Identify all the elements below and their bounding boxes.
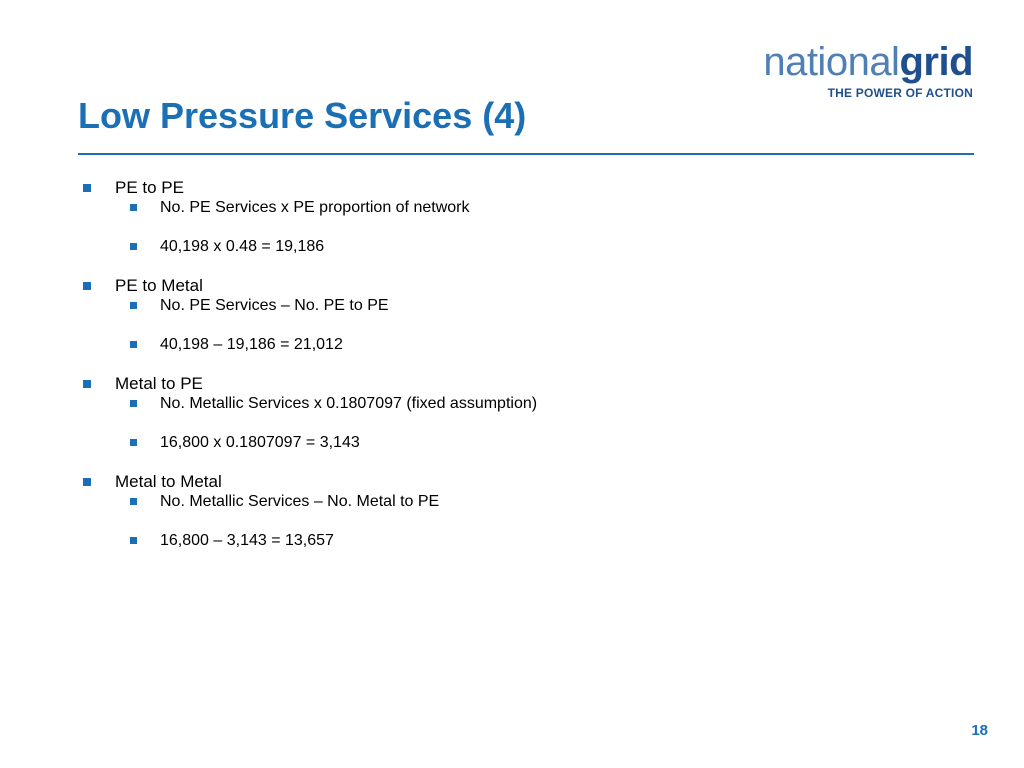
square-bullet-icon [130, 341, 137, 348]
sub-bullet-text: No. Metallic Services x 0.1807097 (fixed… [160, 395, 538, 412]
bullet-item: Metal to PE [78, 374, 958, 414]
sub-bullet-text: 16,800 – 3,143 = 13,657 [160, 532, 334, 549]
square-bullet-icon [130, 243, 137, 250]
square-bullet-icon [83, 380, 91, 388]
bullet-text: PE to PE [115, 178, 184, 197]
sub-bullet-text: 16,800 x 0.1807097 = 3,143 [160, 434, 360, 451]
slide-title: Low Pressure Services (4) [78, 95, 527, 136]
square-bullet-icon [130, 204, 137, 211]
square-bullet-icon [130, 439, 137, 446]
bullet-item: Metal to Metal [78, 472, 958, 512]
logo-wordmark: nationalgrid [763, 40, 973, 84]
logo-word-light: national [763, 40, 900, 84]
sub-bullet-text: 40,198 x 0.48 = 19,186 [160, 238, 325, 255]
bullet-item: PE to Metal [78, 276, 958, 316]
sub-bullet-item: 16,800 – 3,143 = 13,657 [78, 531, 958, 551]
square-bullet-icon [83, 478, 91, 486]
square-bullet-icon [130, 400, 137, 407]
sub-bullet-text: No. Metallic Services – No. Metal to PE [160, 493, 440, 510]
sub-bullet-item: No. PE Services – No. PE to PE [78, 296, 958, 316]
square-bullet-icon [130, 537, 137, 544]
sub-bullet-text: No. PE Services x PE proportion of netwo… [160, 199, 470, 216]
title-divider [78, 153, 974, 155]
sub-bullet-item: No. Metallic Services – No. Metal to PE [78, 492, 958, 512]
national-grid-logo: nationalgrid THE POWER OF ACTION [763, 40, 973, 100]
bullet-text: PE to Metal [115, 276, 203, 295]
bullet-text: Metal to Metal [115, 472, 222, 491]
sub-bullet-text: No. PE Services – No. PE to PE [160, 297, 389, 314]
page-number: 18 [971, 722, 988, 739]
square-bullet-icon [83, 282, 91, 290]
logo-word-bold: grid [899, 40, 973, 84]
sub-bullet-item: No. Metallic Services x 0.1807097 (fixed… [78, 394, 958, 414]
square-bullet-icon [83, 184, 91, 192]
square-bullet-icon [130, 498, 137, 505]
bullet-item: PE to PE [78, 178, 958, 218]
sub-bullet-item: 40,198 – 19,186 = 21,012 [78, 335, 958, 355]
square-bullet-icon [130, 302, 137, 309]
sub-bullet-item: No. PE Services x PE proportion of netwo… [78, 198, 958, 218]
sub-bullet-item: 16,800 x 0.1807097 = 3,143 [78, 433, 958, 453]
bullet-text: Metal to PE [115, 374, 203, 393]
logo-tagline: THE POWER OF ACTION [827, 86, 973, 100]
sub-bullet-item: 40,198 x 0.48 = 19,186 [78, 237, 958, 257]
sub-bullet-text: 40,198 – 19,186 = 21,012 [160, 336, 343, 353]
bullet-list: PE to PE No. PE Services x PE proportion… [78, 170, 958, 570]
